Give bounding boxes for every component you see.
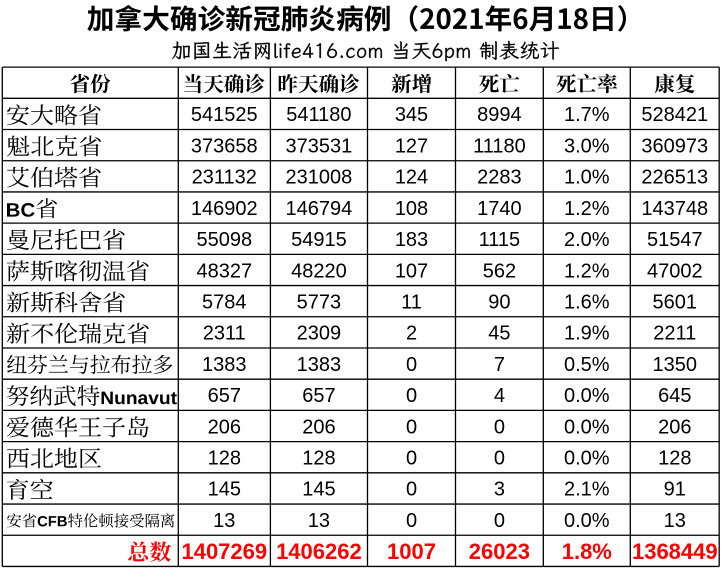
svg-text:1.8%: 1.8% [562,539,612,564]
svg-text:26023: 26023 [469,539,530,564]
svg-text:2.0%: 2.0% [564,229,610,251]
svg-text:1.2%: 1.2% [564,260,610,282]
svg-text:48220: 48220 [291,260,347,282]
svg-text:1.0%: 1.0% [564,167,610,189]
svg-text:128: 128 [302,448,335,470]
svg-text:0: 0 [406,448,417,470]
svg-text:206: 206 [208,416,241,438]
svg-text:528421: 528421 [641,104,708,126]
svg-text:54915: 54915 [291,229,347,251]
svg-text:48327: 48327 [196,260,252,282]
svg-text:5784: 5784 [202,292,247,314]
svg-text:146902: 146902 [191,198,258,220]
svg-text:13: 13 [664,510,686,532]
svg-text:183: 183 [395,229,428,251]
svg-text:231132: 231132 [192,167,257,189]
svg-text:8994: 8994 [477,104,522,126]
svg-text:0: 0 [494,448,505,470]
svg-text:0.0%: 0.0% [564,385,610,407]
svg-text:145: 145 [208,479,241,501]
svg-text:0: 0 [406,385,417,407]
svg-text:55098: 55098 [196,229,252,251]
svg-text:107: 107 [395,260,428,282]
svg-text:657: 657 [208,385,241,407]
svg-text:0.5%: 0.5% [564,354,610,376]
svg-text:4: 4 [494,385,505,407]
svg-text:0: 0 [494,510,505,532]
svg-text:0: 0 [406,510,417,532]
svg-text:0: 0 [406,354,417,376]
svg-text:108: 108 [395,198,428,220]
svg-text:13: 13 [308,510,330,532]
svg-text:13: 13 [213,510,235,532]
svg-text:1007: 1007 [387,539,436,564]
svg-text:1740: 1740 [477,198,522,220]
svg-text:145: 145 [302,479,335,501]
svg-text:128: 128 [658,448,691,470]
svg-text:45: 45 [488,323,510,345]
svg-text:373658: 373658 [191,135,258,157]
svg-text:541180: 541180 [286,104,351,126]
svg-text:0: 0 [406,479,417,501]
svg-text:1383: 1383 [202,354,247,376]
svg-text:91: 91 [664,479,686,501]
svg-text:47002: 47002 [647,260,703,282]
svg-text:3.0%: 3.0% [564,135,610,157]
svg-text:206: 206 [658,416,691,438]
svg-text:11180: 11180 [473,135,526,157]
svg-text:2283: 2283 [477,167,522,189]
svg-text:645: 645 [658,385,691,407]
svg-text:1.9%: 1.9% [564,323,610,345]
svg-text:51547: 51547 [647,229,703,251]
svg-text:1383: 1383 [297,354,342,376]
svg-text:0.0%: 0.0% [564,416,610,438]
svg-text:124: 124 [395,167,428,189]
svg-text:2.1%: 2.1% [564,479,610,501]
svg-text:5601: 5601 [653,292,698,314]
svg-text:2311: 2311 [203,323,246,345]
svg-text:231008: 231008 [286,167,353,189]
svg-text:373531: 373531 [286,135,353,157]
svg-text:5773: 5773 [297,292,342,314]
svg-text:3: 3 [494,479,505,501]
svg-text:11: 11 [401,292,422,314]
svg-text:206: 206 [302,416,335,438]
svg-text:128: 128 [208,448,241,470]
svg-text:2: 2 [406,323,417,345]
svg-text:345: 345 [395,104,428,126]
svg-text:0: 0 [406,416,417,438]
svg-text:0.0%: 0.0% [564,510,610,532]
svg-text:1.7%: 1.7% [564,104,610,126]
svg-text:7: 7 [494,354,505,376]
svg-text:1350: 1350 [653,354,698,376]
svg-text:143748: 143748 [641,198,708,220]
svg-text:1115: 1115 [479,229,521,251]
svg-text:657: 657 [302,385,335,407]
svg-text:562: 562 [483,260,516,282]
svg-text:1407269: 1407269 [181,539,267,564]
svg-text:1406262: 1406262 [276,539,362,564]
svg-text:1.2%: 1.2% [564,198,610,220]
svg-text:2211: 2211 [653,323,696,345]
svg-text:146794: 146794 [286,198,353,220]
svg-text:1368449: 1368449 [632,539,718,564]
svg-text:90: 90 [488,292,510,314]
svg-text:541525: 541525 [191,104,258,126]
svg-text:1.6%: 1.6% [564,292,610,314]
svg-text:226513: 226513 [641,167,708,189]
svg-text:0: 0 [494,416,505,438]
svg-text:0.0%: 0.0% [564,448,610,470]
svg-text:127: 127 [395,135,428,157]
svg-text:360973: 360973 [641,135,708,157]
svg-text:2309: 2309 [297,323,342,345]
